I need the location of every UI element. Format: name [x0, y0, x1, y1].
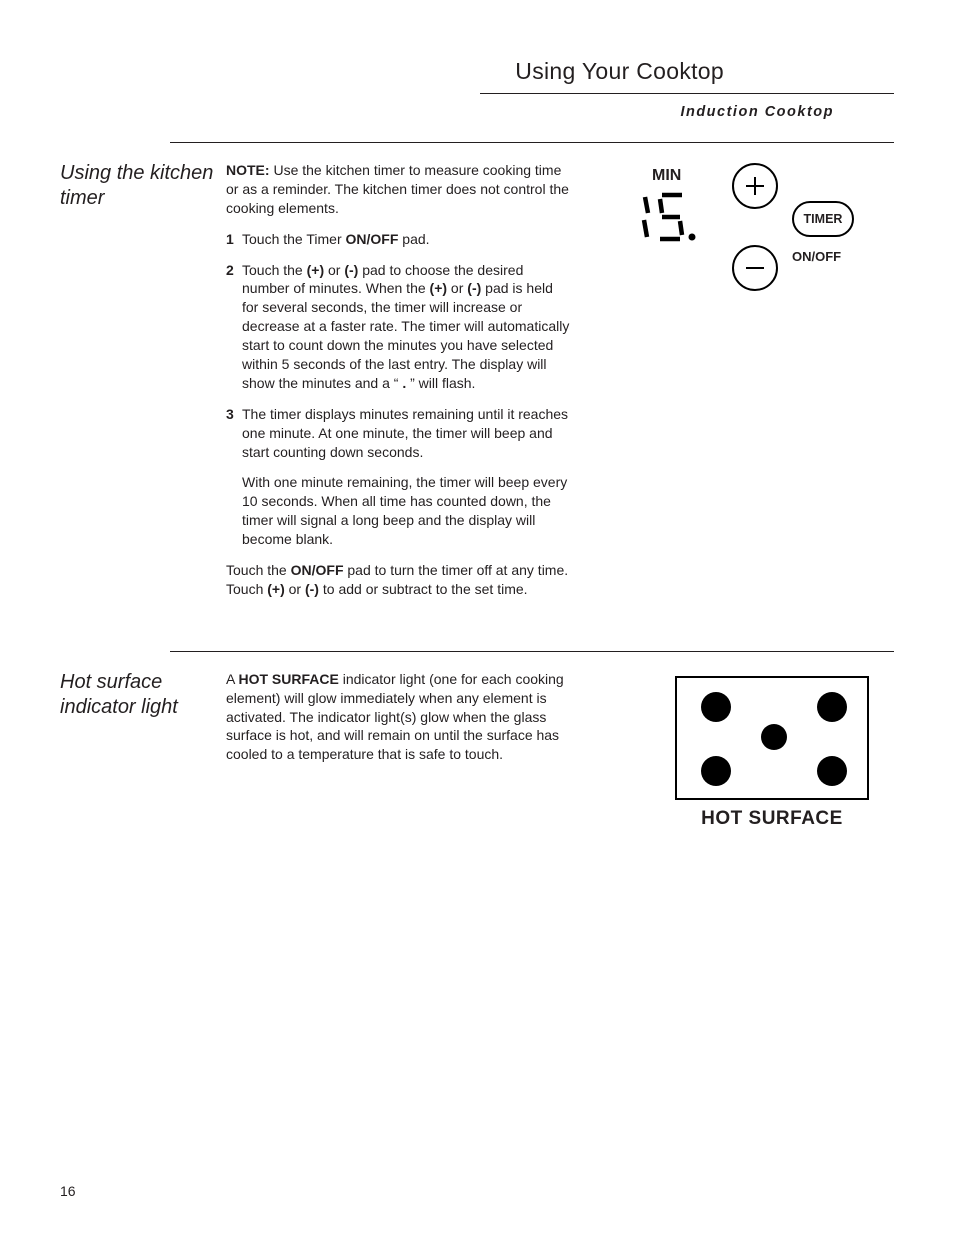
page-title: Using Your Cooktop: [515, 58, 894, 85]
step-3-sub: With one minute remaining, the timer wil…: [226, 473, 572, 549]
section-heading: Using the kitchen timer: [60, 161, 226, 611]
text-bold: ON/OFF: [346, 231, 399, 247]
header-rule: [480, 93, 894, 94]
text-bold: (+): [430, 280, 448, 296]
text: ” will flash.: [406, 375, 475, 391]
tail-paragraph: Touch the ON/OFF pad to turn the timer o…: [226, 561, 572, 599]
section-body: NOTE: Use the kitchen timer to measure c…: [226, 161, 572, 611]
step-number: 3: [226, 405, 234, 424]
onoff-label: ON/OFF: [792, 249, 841, 264]
text-bold: (-): [467, 280, 481, 296]
step-1: 1 Touch the Timer ON/OFF pad.: [226, 230, 572, 249]
page-subtitle: Induction Cooktop: [60, 104, 894, 120]
text-bold: (+): [307, 262, 325, 278]
hot-surface-paragraph: A HOT SURFACE indicator light (one for e…: [226, 670, 572, 764]
timer-button-icon: TIMER: [792, 201, 854, 237]
section-heading: Hot surface indicator light: [60, 670, 226, 830]
note-label: NOTE:: [226, 162, 270, 178]
plus-button-icon: [732, 163, 778, 209]
text-bold: ON/OFF: [291, 562, 344, 578]
section-kitchen-timer: Using the kitchen timer NOTE: Use the ki…: [60, 161, 894, 611]
text: Touch the: [242, 262, 307, 278]
text: or: [447, 280, 467, 296]
burner-dot-icon: [701, 692, 731, 722]
burner-dot-icon: [817, 692, 847, 722]
figure-hot-surface: HOT SURFACE: [572, 670, 894, 830]
step-number: 1: [226, 230, 234, 249]
text: or: [324, 262, 344, 278]
step-number: 2: [226, 261, 234, 280]
section-hot-surface: Hot surface indicator light A HOT SURFAC…: [60, 670, 894, 830]
text-bold: (-): [305, 581, 319, 597]
figure-timer-controls: MIN TIME: [572, 161, 894, 611]
step-2: 2Touch the (+) or (-) pad to choose the …: [226, 261, 572, 393]
minus-button-icon: [732, 245, 778, 291]
text-bold: (+): [267, 581, 285, 597]
hot-surface-label: HOT SURFACE: [672, 808, 872, 830]
text: The timer displays minutes remaining unt…: [242, 406, 568, 460]
section-rule-2: [170, 651, 894, 652]
note-text: Use the kitchen timer to measure cooking…: [226, 162, 569, 216]
text: Touch the Timer: [242, 231, 346, 247]
hot-surface-diagram: [675, 676, 869, 800]
text: pad.: [398, 231, 429, 247]
page-number: 16: [60, 1183, 76, 1199]
text: or: [285, 581, 305, 597]
text-bold: (-): [344, 262, 358, 278]
text: A: [226, 671, 238, 687]
text-bold: HOT SURFACE: [238, 671, 338, 687]
note-paragraph: NOTE: Use the kitchen timer to measure c…: [226, 161, 572, 218]
burner-dot-icon: [761, 724, 787, 750]
section-rule-1: [170, 142, 894, 143]
text: to add or subtract to the set time.: [319, 581, 528, 597]
burner-dot-icon: [701, 756, 731, 786]
min-label: MIN: [652, 167, 681, 185]
seven-segment-display-icon: [632, 191, 707, 246]
text: Touch the: [226, 562, 291, 578]
step-3: 3 The timer displays minutes remaining un…: [226, 405, 572, 462]
section-body: A HOT SURFACE indicator light (one for e…: [226, 670, 572, 830]
burner-dot-icon: [817, 756, 847, 786]
